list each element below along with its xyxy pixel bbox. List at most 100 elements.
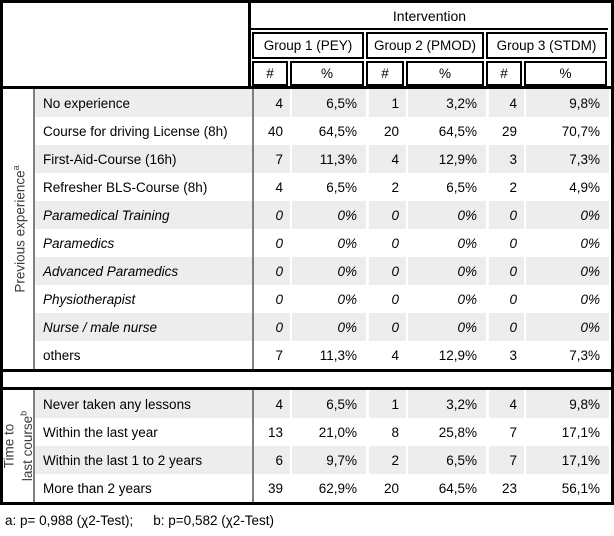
table-row: Within the last year 13 21,0% 8 25,8% 7 …: [35, 418, 611, 446]
group2-percent-cell: 12,9%: [406, 341, 486, 369]
table-row: Physiotherapist 0 0% 0 0% 0 0%: [35, 285, 611, 313]
time-to-last-course-label: Time to last courseb: [1, 411, 35, 481]
group1-count-cell: 40: [252, 117, 290, 145]
footnote-a-text: a: p= 0,988 (χ2-Test);: [5, 513, 134, 528]
corner-empty-cell: [3, 3, 251, 86]
row-label-cell: Within the last year: [35, 418, 252, 446]
group3-count-cell: 0: [486, 285, 524, 313]
group2-count-cell: 0: [366, 257, 406, 285]
previous-experience-section: Previous experiencea No experience 4 6,5…: [3, 86, 611, 369]
group3-count-cell: 0: [486, 313, 524, 341]
group3-count-cell: 2: [486, 173, 524, 201]
group3-percent-cell: 4,9%: [524, 173, 609, 201]
group1-percent-cell: 6,5%: [290, 89, 366, 117]
header-columns: Intervention Group 1 (PEY) Group 2 (PMOD…: [251, 3, 608, 86]
group1-count-cell: 0: [252, 201, 290, 229]
table-row: First-Aid-Course (16h) 7 11,3% 4 12,9% 3…: [35, 145, 611, 173]
row-label-cell: Never taken any lessons: [35, 390, 252, 418]
group1-count-cell: 0: [252, 313, 290, 341]
group3-percent-cell: 0%: [524, 229, 609, 257]
group1-count-cell: 4: [252, 173, 290, 201]
group-header-row: Group 1 (PEY) Group 2 (PMOD) Group 3 (ST…: [251, 30, 608, 59]
group2-percent-cell: 3,2%: [406, 390, 486, 418]
group3-count-cell: 7: [486, 418, 524, 446]
row-label-cell: Paramedics: [35, 229, 252, 257]
group1-percent-cell: 11,3%: [290, 145, 366, 173]
group1-count-cell: 4: [252, 390, 290, 418]
table-row: Within the last 1 to 2 years 6 9,7% 2 6,…: [35, 446, 611, 474]
group1-percent-cell: 64,5%: [290, 117, 366, 145]
group1-header-cell: Group 1 (PEY): [252, 32, 364, 59]
previous-experience-rows: No experience 4 6,5% 1 3,2% 4 9,8% Cours…: [35, 89, 611, 369]
group3-count-cell: 3: [486, 145, 524, 173]
group1-count-cell: 0: [252, 285, 290, 313]
table-row: Refresher BLS-Course (8h) 4 6,5% 2 6,5% …: [35, 173, 611, 201]
group2-percent-cell: 0%: [406, 257, 486, 285]
group3-percent-cell: 0%: [524, 313, 609, 341]
side-label-text: Previous experience: [12, 170, 28, 293]
group1-count-cell: 7: [252, 341, 290, 369]
group3-percent-cell: 70,7%: [524, 117, 609, 145]
row-label-cell: Course for driving License (8h): [35, 117, 252, 145]
time-to-last-course-section: Time to last courseb Never taken any les…: [1, 387, 611, 502]
group3-percent-cell: 7,3%: [524, 145, 609, 173]
group2-count-cell: 20: [366, 117, 406, 145]
group2-percent-cell: 64,5%: [406, 117, 486, 145]
group2-percent-cell: 64,5%: [406, 474, 486, 502]
group1-count-cell: 4: [252, 89, 290, 117]
group2-percent-header: %: [406, 61, 484, 86]
group2-percent-cell: 3,2%: [406, 89, 486, 117]
group1-percent-cell: 0%: [290, 285, 366, 313]
previous-experience-side-strip: Previous experiencea: [3, 89, 35, 369]
group2-count-cell: 20: [366, 474, 406, 502]
group2-count-cell: 0: [366, 313, 406, 341]
intervention-label: Intervention: [392, 7, 467, 24]
group2-count-cell: 0: [366, 201, 406, 229]
group2-count-cell: 1: [366, 89, 406, 117]
group2-count-cell: 2: [366, 173, 406, 201]
row-label-cell: Refresher BLS-Course (8h): [35, 173, 252, 201]
group2-count-cell: 4: [366, 341, 406, 369]
group2-count-header: #: [366, 61, 404, 86]
time-to-last-course-rows: Never taken any lessons 4 6,5% 1 3,2% 4 …: [35, 390, 611, 502]
group1-percent-cell: 0%: [290, 257, 366, 285]
row-label-cell: Physiotherapist: [35, 285, 252, 313]
group3-percent-header: %: [524, 61, 607, 86]
table-row: Nurse / male nurse 0 0% 0 0% 0 0%: [35, 313, 611, 341]
group2-count-cell: 4: [366, 145, 406, 173]
group2-percent-cell: 6,5%: [406, 446, 486, 474]
side-label-line2: last courseb: [18, 410, 35, 482]
time-to-last-course-side-strip: Time to last courseb: [1, 390, 35, 502]
table-row: others 7 11,3% 4 12,9% 3 7,3%: [35, 341, 611, 369]
table-row: Paramedics 0 0% 0 0% 0 0%: [35, 229, 611, 257]
group3-count-cell: 4: [486, 390, 524, 418]
group2-count-cell: 8: [366, 418, 406, 446]
row-label-cell: others: [35, 341, 252, 369]
intervention-header-cell: Intervention: [251, 3, 608, 30]
group2-percent-cell: 12,9%: [406, 145, 486, 173]
group1-percent-cell: 21,0%: [290, 418, 366, 446]
table-row: Course for driving License (8h) 40 64,5%…: [35, 117, 611, 145]
group3-percent-cell: 17,1%: [524, 446, 609, 474]
group2-count-cell: 0: [366, 229, 406, 257]
side-label-line1: Time to: [1, 423, 17, 469]
group3-percent-cell: 56,1%: [524, 474, 609, 502]
table-row: Advanced Paramedics 0 0% 0 0% 0 0%: [35, 257, 611, 285]
table-row: More than 2 years 39 62,9% 20 64,5% 23 5…: [35, 474, 611, 502]
group3-percent-cell: 9,8%: [524, 89, 609, 117]
group1-count-cell: 0: [252, 229, 290, 257]
group3-percent-cell: 17,1%: [524, 418, 609, 446]
group1-percent-cell: 6,5%: [290, 173, 366, 201]
group3-percent-cell: 0%: [524, 285, 609, 313]
table-header: Intervention Group 1 (PEY) Group 2 (PMOD…: [3, 3, 611, 86]
group3-percent-cell: 0%: [524, 257, 609, 285]
table-row: Never taken any lessons 4 6,5% 1 3,2% 4 …: [35, 390, 611, 418]
group1-count-cell: 6: [252, 446, 290, 474]
group3-percent-cell: 9,8%: [524, 390, 609, 418]
group3-count-cell: 0: [486, 201, 524, 229]
group1-percent-cell: 6,5%: [290, 390, 366, 418]
group3-percent-cell: 0%: [524, 201, 609, 229]
group1-percent-cell: 0%: [290, 201, 366, 229]
row-label-cell: More than 2 years: [35, 474, 252, 502]
group2-percent-cell: 0%: [406, 313, 486, 341]
